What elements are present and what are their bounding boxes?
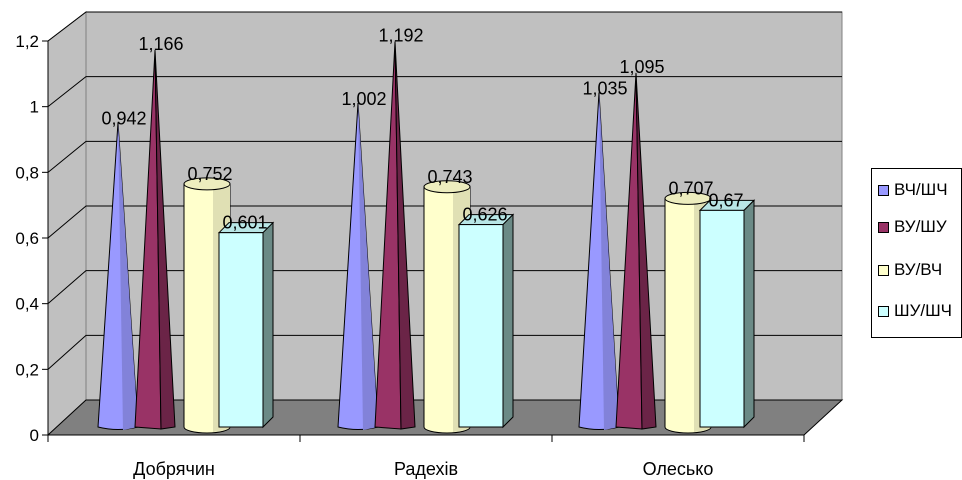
legend-swatch [878, 221, 889, 233]
data-label: 0,67 [708, 190, 743, 210]
bar [457, 213, 515, 429]
legend-label: ВУ/ВЧ [894, 260, 943, 279]
data-label: 1,166 [138, 34, 183, 54]
y-tick-label: 0 [30, 426, 39, 445]
y-tick-label: 0,4 [15, 295, 39, 314]
data-label: 1,095 [619, 57, 664, 77]
y-tick-label: 0,2 [15, 360, 39, 379]
x-category-label: Олесько [643, 459, 714, 479]
legend-swatch [878, 305, 889, 317]
x-category-label: Радехів [394, 459, 458, 479]
data-label: 0,942 [101, 108, 146, 128]
y-tick-label: 1 [30, 98, 39, 117]
data-label: 0,752 [187, 164, 232, 184]
bar [698, 199, 756, 429]
data-label: 0,626 [462, 205, 507, 225]
legend-swatch [878, 264, 889, 276]
data-label: 0,743 [427, 167, 472, 187]
legend-item: ШУ/ШЧ [878, 300, 952, 322]
chart-marks [97, 41, 756, 434]
bar [134, 49, 176, 430]
legend-item: ВЧ/ШЧ [878, 179, 948, 201]
gridline [47, 11, 842, 42]
legend-swatch [878, 184, 889, 196]
y-tick-label: 0,8 [15, 163, 39, 182]
legend: ВЧ/ШЧ ВУ/ШУ ВУ/ВЧ ШУ/ШЧ [871, 168, 962, 338]
bar [615, 72, 657, 430]
legend-item: ВУ/ВЧ [878, 259, 942, 281]
gridline [47, 140, 842, 173]
y-tick-label: 1,2 [15, 32, 39, 51]
side-wall [47, 10, 87, 437]
y-tick-label: 0,6 [15, 229, 39, 248]
legend-label: ВУ/ШУ [894, 217, 947, 236]
x-category-label: Добрячин [133, 459, 215, 479]
data-labels: 0,942 1,002 1,035 1,166 1,192 1,095 0,752 0,743… [101, 26, 743, 233]
legend-item: ВУ/ШУ [878, 216, 947, 238]
bar [217, 221, 275, 429]
x-axis-categories: Добрячин Радехів Олесько [133, 459, 713, 479]
data-label: 0,707 [668, 178, 713, 198]
gridline [47, 205, 842, 239]
y-axis-ticks: 0 0,2 0,4 0,6 0,8 1 1,2 [15, 32, 48, 445]
legend-label: ВЧ/ШЧ [894, 180, 948, 199]
data-label: 1,035 [582, 78, 627, 98]
gridline [47, 76, 842, 108]
data-label: 1,192 [378, 26, 423, 46]
data-label: 0,601 [222, 213, 267, 233]
bar [374, 41, 416, 430]
legend-label: ШУ/ШЧ [894, 301, 953, 320]
data-label: 1,002 [341, 89, 386, 109]
